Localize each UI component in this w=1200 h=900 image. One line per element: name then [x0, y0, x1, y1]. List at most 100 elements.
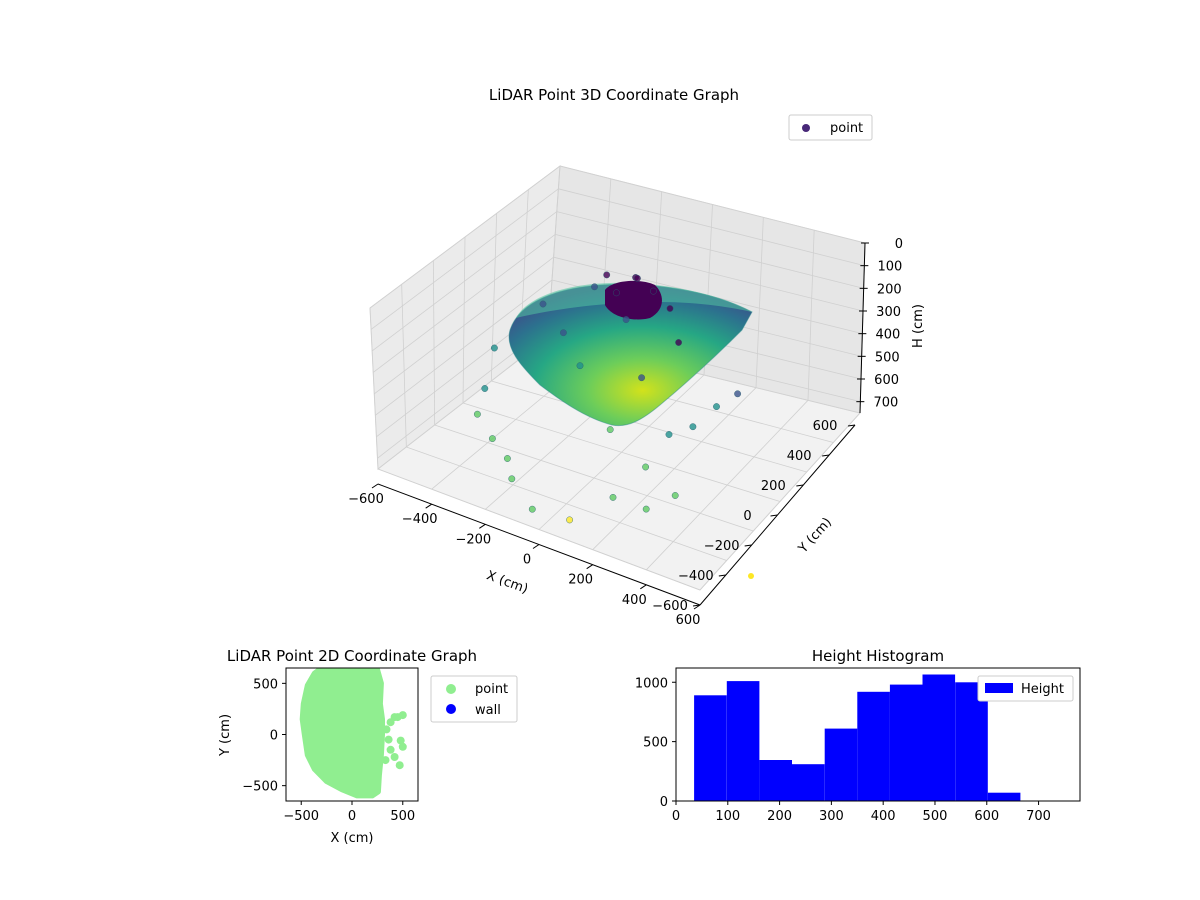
- outlier-point-2d: [384, 735, 393, 744]
- scatter-3d-point: [671, 492, 679, 499]
- histogram-bars: [694, 674, 1021, 802]
- outlier-point-2d: [381, 756, 390, 765]
- legend-2d-label-wall: wall: [475, 703, 501, 718]
- histogram-title: Height Histogram: [812, 647, 944, 665]
- grid-line-y: [434, 424, 754, 532]
- y-tick: [770, 514, 778, 517]
- y-tick: [718, 574, 726, 577]
- chart-3d: LiDAR Point 3D Coordinate Graph −600 −400…: [348, 86, 926, 628]
- chart-2d-x-tick-label: 500: [390, 809, 415, 824]
- scatter-3d-point: [665, 431, 673, 438]
- histogram-ticks: 0 100 200 300 400 500 600 700 0 500 1000: [635, 676, 1051, 824]
- scatter-3d-point: [650, 287, 657, 295]
- chart-3d-title: LiDAR Point 3D Coordinate Graph: [489, 86, 739, 104]
- y-tick-label: −200: [704, 539, 740, 554]
- scatter-3d-point: [642, 505, 650, 513]
- y-tick-label: 200: [761, 479, 786, 494]
- outlier-point-2d: [386, 745, 395, 754]
- scatter-3d-point: [609, 493, 617, 501]
- grid-line-y-wall: [369, 307, 379, 470]
- grid-line-z-left: [375, 279, 553, 416]
- histogram-x-tick-label: 600: [974, 809, 999, 824]
- histogram-bar: [857, 691, 890, 802]
- point-cloud-2d: [299, 668, 385, 799]
- scatter-3d-point: [603, 271, 611, 279]
- legend-histogram-box: [977, 675, 1074, 702]
- chart-2d-title: LiDAR Point 2D Coordinate Graph: [227, 647, 477, 665]
- y-tick: [744, 544, 752, 547]
- grid-line-z-right: [559, 165, 866, 244]
- scatter-3d-point: [508, 475, 516, 483]
- y-axis-label: Y (cm): [795, 515, 835, 557]
- histogram-y-tick-label: 0: [660, 795, 668, 810]
- point-cloud: [473, 271, 754, 579]
- x-tick: [640, 584, 647, 590]
- chart-2d-y-tick-label: 0: [270, 729, 278, 744]
- grid-line-y-wall: [401, 284, 407, 448]
- z-tick-label: 0: [895, 237, 903, 252]
- histogram-bar: [824, 728, 858, 801]
- grid-line-z-left: [369, 165, 561, 309]
- chart-2d: LiDAR Point 2D Coordinate Graph −500 0 500…: [218, 647, 518, 846]
- scatter-3d-point: [481, 385, 489, 392]
- chart-2d-ticks: −500 0 500 −500 0 500: [242, 677, 415, 824]
- histogram-x-tick-label: 300: [819, 809, 844, 824]
- scatter-3d-point: [490, 344, 498, 352]
- scatter-3d-point: [576, 362, 584, 370]
- z-tick-label: 400: [876, 328, 901, 343]
- scatter-3d-point: [666, 305, 674, 312]
- cloud-dark-cluster: [605, 280, 662, 320]
- chart-2d-plot: [299, 668, 407, 799]
- histogram-bar: [694, 695, 727, 801]
- legend-3d-label: point: [830, 121, 863, 136]
- grid-line-z-left: [374, 256, 554, 395]
- z-tick-label: 700: [874, 396, 899, 411]
- scatter-3d-points: [473, 271, 741, 524]
- x-tick-label: −600: [348, 492, 384, 507]
- histogram-x-tick-label: 700: [1026, 809, 1051, 824]
- y-tick: [796, 484, 804, 487]
- scatter-3d-point: [642, 463, 649, 471]
- x-tick: [693, 604, 701, 610]
- z-tick-label: 500: [875, 350, 900, 365]
- grid-line-z-right: [558, 188, 865, 267]
- histogram-bar: [792, 764, 825, 801]
- histogram-x-tick-label: 100: [715, 809, 740, 824]
- scatter-3d-point: [560, 329, 567, 337]
- x-tick: [371, 483, 379, 489]
- grid-line-z-left: [372, 234, 556, 373]
- scatter-3d-point: [734, 390, 741, 398]
- ticks-3d: −600−400−2000200400600−600−400−200020040…: [348, 237, 903, 628]
- histogram-y-tick-label: 1000: [635, 676, 668, 691]
- histogram-bar: [889, 684, 923, 801]
- z-tick-label: 300: [876, 305, 901, 320]
- y-tick: [692, 604, 701, 607]
- chart-histogram: Height Histogram 0 100 200 300 400 500 600 7000…: [635, 647, 1081, 824]
- grid-line-z-left: [370, 188, 559, 330]
- scatter-3d-point: [566, 516, 573, 524]
- outlier-point-2d: [395, 761, 404, 770]
- histogram-x-tick-label: 500: [923, 809, 948, 824]
- scatter-3d-point: [606, 426, 614, 433]
- chart-2d-points-area: [299, 668, 407, 799]
- legend-2d-marker-point: [446, 684, 456, 694]
- histogram-y-tick-label: 500: [643, 736, 668, 751]
- scatter-3d-point: [622, 316, 630, 323]
- histogram-bar: [726, 681, 760, 801]
- legend-histogram-label: Height: [1021, 682, 1064, 697]
- outlier-point-2d: [398, 742, 407, 751]
- scatter-3d-point: [591, 283, 598, 291]
- outlier-point-2d: [382, 725, 391, 734]
- scatter-3d-point: [675, 339, 682, 346]
- legend-2d: point wall: [430, 675, 518, 723]
- scatter-3d-point: [613, 289, 620, 297]
- x-tick: [425, 503, 432, 509]
- x-tick: [532, 544, 540, 549]
- legend-3d-box: [788, 114, 873, 141]
- z-tick-label: 200: [877, 282, 902, 297]
- grid-line-y: [462, 402, 781, 502]
- x-tick-label: 600: [676, 613, 701, 628]
- y-tick-label: 600: [813, 419, 838, 434]
- grid-line-x-wall: [755, 217, 764, 388]
